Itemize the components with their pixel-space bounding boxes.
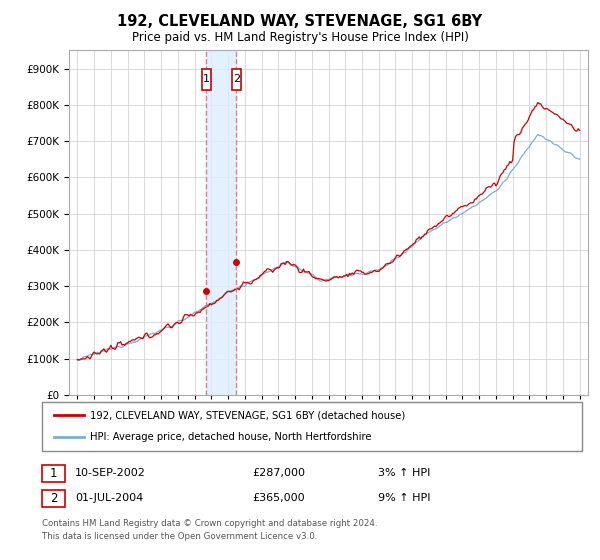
Text: 9% ↑ HPI: 9% ↑ HPI [378, 493, 431, 503]
Text: HPI: Average price, detached house, North Hertfordshire: HPI: Average price, detached house, Nort… [90, 432, 371, 442]
Text: 10-SEP-2002: 10-SEP-2002 [75, 468, 146, 478]
Point [232, 258, 241, 267]
Text: 3% ↑ HPI: 3% ↑ HPI [378, 468, 430, 478]
Text: 1: 1 [50, 466, 57, 480]
Text: 2: 2 [50, 492, 57, 505]
Bar [202, 69, 211, 90]
Text: 2: 2 [233, 74, 240, 85]
Text: Contains HM Land Registry data © Crown copyright and database right 2024.: Contains HM Land Registry data © Crown c… [42, 519, 377, 528]
Bar [232, 69, 241, 90]
Text: Price paid vs. HM Land Registry's House Price Index (HPI): Price paid vs. HM Land Registry's House … [131, 31, 469, 44]
Text: £365,000: £365,000 [252, 493, 305, 503]
Text: £287,000: £287,000 [252, 468, 305, 478]
Text: 1: 1 [203, 74, 209, 85]
Text: This data is licensed under the Open Government Licence v3.0.: This data is licensed under the Open Gov… [42, 532, 317, 541]
Text: 192, CLEVELAND WAY, STEVENAGE, SG1 6BY: 192, CLEVELAND WAY, STEVENAGE, SG1 6BY [118, 14, 482, 29]
Point [202, 286, 211, 295]
Bar [206, 50, 236, 395]
Text: 01-JUL-2004: 01-JUL-2004 [75, 493, 143, 503]
Text: 192, CLEVELAND WAY, STEVENAGE, SG1 6BY (detached house): 192, CLEVELAND WAY, STEVENAGE, SG1 6BY (… [90, 410, 405, 421]
